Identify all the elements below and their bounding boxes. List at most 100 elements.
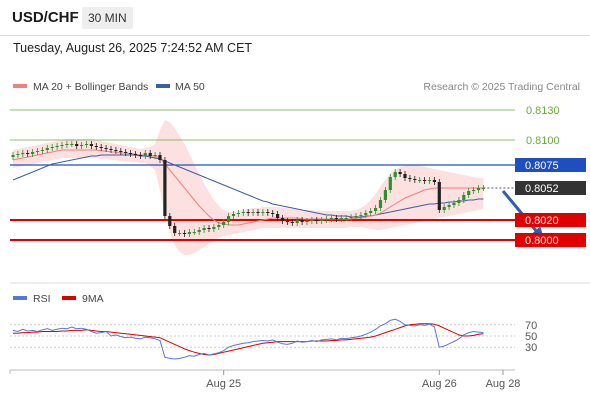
x-tick-label: Aug 26: [422, 378, 457, 390]
ma20-legend-swatch: [13, 84, 27, 88]
candle-body: [388, 177, 392, 190]
candle-body: [418, 180, 422, 181]
candle-body: [383, 190, 387, 200]
candle-body: [217, 225, 221, 227]
candle-body: [178, 233, 182, 234]
candle-body: [94, 146, 98, 147]
x-tick-label: Aug 28: [486, 378, 521, 390]
timeframe-badge[interactable]: 30 MIN: [82, 7, 133, 29]
candle-body: [334, 218, 338, 219]
candle-body: [60, 145, 64, 146]
level-label: 0.8000: [525, 235, 559, 247]
candle-body: [310, 220, 314, 221]
candle-body: [45, 148, 49, 150]
candle-body: [202, 228, 206, 230]
candle-body: [124, 152, 128, 153]
level-labels: 0.8130 0.8100 0.8075 0.8020 0.8000 0.8052: [515, 105, 586, 247]
candle-body: [295, 220, 299, 223]
last-price-label: 0.8052: [525, 183, 559, 195]
candle-body: [467, 191, 471, 195]
candle-body: [133, 154, 138, 155]
candle-body: [70, 144, 74, 145]
candle-body: [26, 153, 30, 154]
candle-body: [99, 147, 103, 148]
candle-body: [129, 153, 133, 154]
candle-body: [55, 146, 59, 147]
level-label-box: [515, 213, 586, 227]
rsi-ma-legend-label: 9MA: [82, 293, 104, 305]
candle-body: [290, 222, 294, 223]
rsi-legend: RSI 9MA: [13, 293, 104, 305]
candle-body: [442, 207, 446, 210]
moving-averages: [12, 149, 484, 226]
ma50-legend-swatch: [156, 84, 170, 88]
candle-body: [276, 214, 280, 218]
candle-body: [31, 152, 35, 154]
main-legend: MA 20 + Bollinger Bands MA 50 Research ©…: [13, 81, 580, 93]
credit-text: Research © 2025 Trading Central: [423, 81, 580, 93]
ma50-line: [12, 154, 484, 218]
candle-body: [35, 151, 40, 152]
candle-body: [16, 154, 20, 155]
candle-body: [251, 212, 255, 213]
candle-body: [378, 200, 383, 208]
candle-body: [481, 188, 485, 189]
level-label: 0.8100: [526, 135, 560, 147]
candle-body: [285, 221, 289, 222]
rsi-ma-legend-swatch: [62, 296, 76, 300]
candle-body: [241, 212, 245, 213]
candle-body: [109, 149, 113, 150]
level-label: 0.8075: [525, 160, 559, 172]
candle-body: [413, 179, 417, 180]
x-axis: Aug 25 Aug 26 Aug 28: [206, 370, 520, 390]
candle-body: [236, 213, 240, 214]
candle-body: [222, 222, 226, 225]
candle-body: [261, 212, 265, 213]
candle-body: [65, 144, 69, 145]
candle-body: [187, 232, 191, 234]
candle-body: [280, 218, 285, 221]
candle-body: [158, 155, 162, 160]
rsi-line: [12, 318, 484, 360]
candle-body: [462, 195, 466, 200]
candle-body: [104, 148, 108, 149]
candle-body: [182, 233, 187, 234]
ma50-legend-label: MA 50: [175, 81, 205, 93]
level-label: 0.8130: [526, 105, 560, 117]
level-label-box: [515, 233, 586, 247]
candle-body: [212, 227, 216, 229]
candle-body: [75, 144, 79, 146]
candle-body: [354, 216, 358, 217]
candle-body: [300, 220, 304, 222]
candle-body: [320, 220, 324, 221]
candle-body: [207, 228, 211, 229]
candle-body: [143, 153, 147, 156]
candle-body: [329, 218, 334, 219]
timestamp: Tuesday, August 26, 2025 7:24:52 AM CET: [13, 41, 253, 55]
candle-body: [305, 221, 309, 222]
candlesticks: [11, 141, 485, 237]
candle-body: [437, 182, 441, 210]
candle-body: [256, 212, 260, 213]
ma20-line: [12, 149, 484, 226]
candle-body: [476, 188, 481, 190]
candle-body: [472, 190, 476, 191]
last-price-box: [515, 181, 586, 195]
candle-body: [168, 216, 172, 226]
candle-body: [40, 150, 44, 151]
ma20-legend-label: MA 20 + Bollinger Bands: [33, 81, 148, 93]
rsi-tick-label: 70: [525, 320, 537, 332]
chart-header: USD/CHF 30 MIN: [0, 0, 590, 36]
candle-body: [271, 213, 275, 214]
candle-body: [153, 155, 157, 156]
candle-body: [192, 232, 196, 233]
candle-body: [393, 172, 397, 177]
level-label-box: [515, 158, 586, 172]
candle-body: [89, 144, 93, 146]
candle-body: [11, 155, 15, 157]
rsi-tick-label: 30: [525, 342, 537, 354]
candle-body: [315, 220, 319, 221]
candle-body: [197, 230, 201, 232]
